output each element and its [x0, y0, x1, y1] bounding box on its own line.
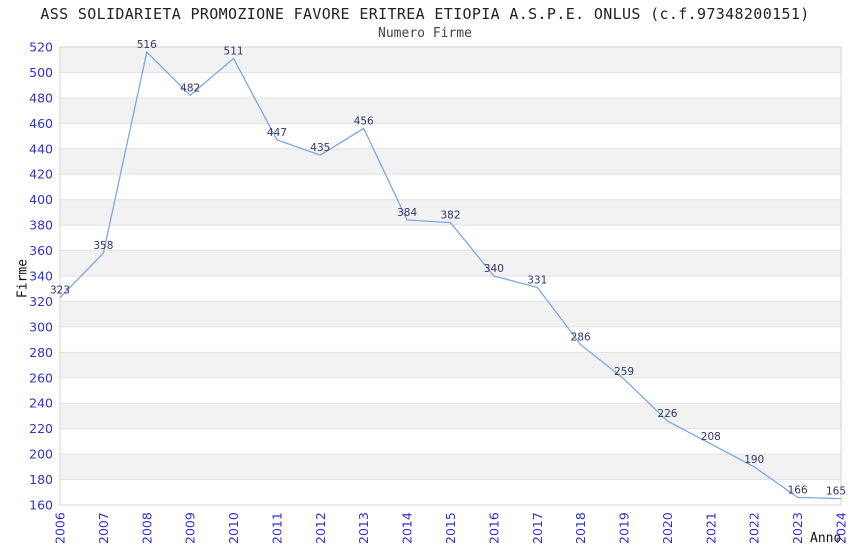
data-point-label: 340 [484, 263, 504, 275]
x-tick-label: 2010 [226, 512, 241, 544]
data-point-label: 190 [744, 454, 764, 466]
y-tick-label: 520 [29, 40, 53, 55]
y-tick-label: 440 [29, 141, 53, 156]
x-axis-title: Anno [810, 531, 842, 546]
data-point-label: 447 [267, 127, 287, 139]
y-tick-label: 300 [29, 319, 53, 334]
data-point-label: 208 [701, 431, 721, 443]
plot-band [60, 352, 841, 378]
data-point-label: 358 [93, 240, 113, 252]
plot-border [59, 46, 842, 506]
plot-band [60, 250, 841, 276]
x-tick-label: 2023 [790, 512, 805, 544]
y-tick-label: 460 [29, 116, 53, 131]
plot-band [60, 454, 841, 480]
data-point-label: 516 [137, 39, 157, 51]
y-tick-label: 380 [29, 218, 53, 233]
data-point-label: 384 [397, 207, 417, 219]
x-tick-label: 2021 [703, 512, 718, 544]
x-tick-label: 2019 [617, 512, 632, 544]
y-tick-label: 240 [29, 396, 53, 411]
x-tick-label: 2024 [834, 512, 849, 544]
y-tick-label: 200 [29, 447, 53, 462]
data-point-label: 323 [50, 285, 70, 297]
y-tick-label: 260 [29, 370, 53, 385]
data-point-label: 165 [826, 486, 846, 498]
data-point-label: 382 [440, 210, 460, 222]
data-point-label: 482 [180, 82, 200, 94]
data-point-label: 259 [614, 366, 634, 378]
y-tick-label: 180 [29, 472, 53, 487]
y-tick-label: 420 [29, 167, 53, 182]
plot-band [60, 97, 841, 124]
data-point-label: 435 [310, 142, 330, 154]
plot-band [60, 301, 841, 327]
y-tick-label: 480 [29, 90, 53, 105]
y-tick-label: 360 [29, 243, 53, 258]
x-tick-label: 2015 [443, 512, 458, 544]
x-tick-label: 2008 [139, 512, 154, 544]
data-point-label: 511 [224, 45, 244, 57]
data-point-label: 286 [571, 332, 591, 344]
data-point-label: 331 [527, 274, 547, 286]
y-tick-label: 280 [29, 345, 53, 360]
x-tick-label: 2007 [96, 512, 111, 544]
y-tick-label: 160 [29, 498, 53, 513]
x-tick-label: 2012 [313, 512, 328, 544]
x-tick-label: 2018 [573, 512, 588, 544]
y-tick-label: 220 [29, 421, 53, 436]
y-tick-label: 340 [29, 269, 53, 284]
x-tick-label: 2011 [269, 512, 284, 544]
plot-band [60, 199, 841, 226]
y-tick-label: 400 [29, 192, 53, 207]
data-point-label: 226 [657, 408, 677, 420]
x-tick-label: 2017 [530, 512, 545, 544]
x-tick-label: 2009 [183, 512, 198, 544]
data-point-label: 456 [354, 115, 374, 127]
x-tick-label: 2016 [486, 512, 501, 544]
data-point-label: 166 [788, 484, 808, 496]
chart-title: ASS SOLIDARIETA PROMOZIONE FAVORE ERITRE… [40, 5, 810, 23]
data-line [59, 50, 842, 500]
plot-band [60, 403, 841, 429]
x-tick-label: 2020 [660, 512, 675, 544]
plot-band [60, 47, 841, 73]
chart-subtitle: Numero Firme [378, 26, 472, 41]
y-tick-label: 500 [29, 65, 53, 80]
plot-band [60, 148, 841, 175]
x-tick-label: 2013 [356, 512, 371, 544]
x-tick-label: 2014 [400, 512, 415, 544]
x-tick-label: 2006 [53, 512, 68, 544]
x-tick-label: 2022 [747, 512, 762, 544]
y-tick-label: 320 [29, 294, 53, 309]
